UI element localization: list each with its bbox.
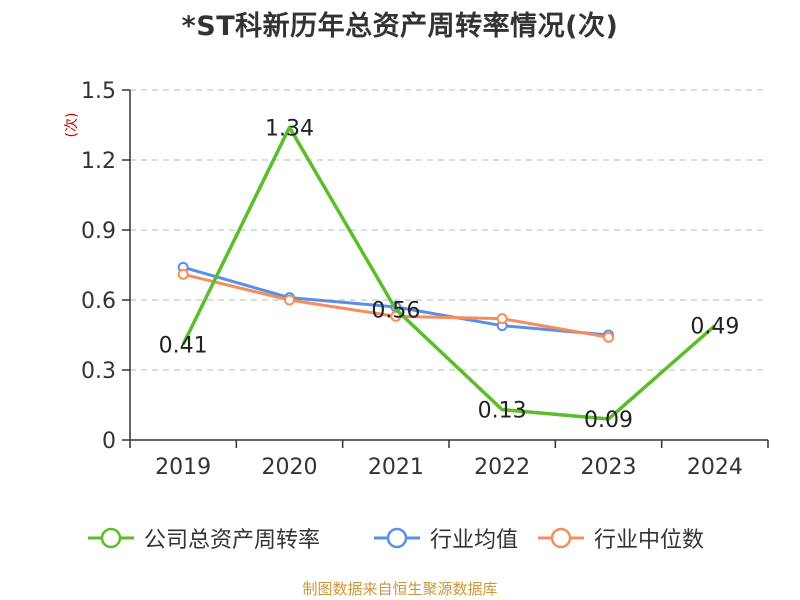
x-tick-label: 2024 xyxy=(687,455,743,480)
legend-label: 行业均值 xyxy=(430,528,519,553)
x-tick-label: 2023 xyxy=(581,455,637,480)
x-tick-label: 2019 xyxy=(155,455,211,480)
y-tick-label: 0.6 xyxy=(81,289,116,314)
legend-marker-icon xyxy=(88,527,134,549)
y-tick-label: 1.2 xyxy=(81,149,116,174)
series-point xyxy=(177,268,189,280)
legend-marker-icon xyxy=(538,527,584,549)
y-tick-label: 1.5 xyxy=(81,79,116,104)
x-tick-label: 2022 xyxy=(474,455,530,480)
legend-item-company[interactable]: 公司总资产周转率 xyxy=(86,518,320,558)
y-tick-label: 0 xyxy=(102,429,116,454)
series-line xyxy=(181,125,716,421)
data-label: 1.34 xyxy=(265,116,314,141)
x-tick-label: 2021 xyxy=(368,455,424,480)
data-label: 0.09 xyxy=(584,408,633,433)
legend-label: 公司总资产周转率 xyxy=(144,528,321,553)
data-label: 0.49 xyxy=(690,315,739,340)
legend: 公司总资产周转率 行业均值 行业中位数 xyxy=(0,518,800,558)
legend-item-industry-mean[interactable]: 行业均值 xyxy=(372,518,518,558)
legend-label: 行业中位数 xyxy=(594,528,705,553)
series-point xyxy=(603,331,614,343)
data-label: 0.13 xyxy=(478,399,527,424)
data-label: 0.56 xyxy=(371,298,420,323)
series-point xyxy=(390,310,402,322)
y-axis-unit-label: (次) xyxy=(64,113,80,138)
legend-item-industry-median[interactable]: 行业中位数 xyxy=(536,518,704,558)
series-point xyxy=(496,313,508,325)
y-tick-label: 0.9 xyxy=(81,219,116,244)
data-source-note: 制图数据来自恒生聚源数据库 xyxy=(302,580,498,598)
chart-title: *ST科新历年总资产周转率情况(次) xyxy=(181,11,619,42)
x-tick-label: 2020 xyxy=(262,455,318,480)
y-tick-label: 0.3 xyxy=(81,359,116,384)
series-point xyxy=(284,294,295,306)
data-label: 0.41 xyxy=(159,333,208,358)
legend-marker-icon xyxy=(374,527,420,549)
